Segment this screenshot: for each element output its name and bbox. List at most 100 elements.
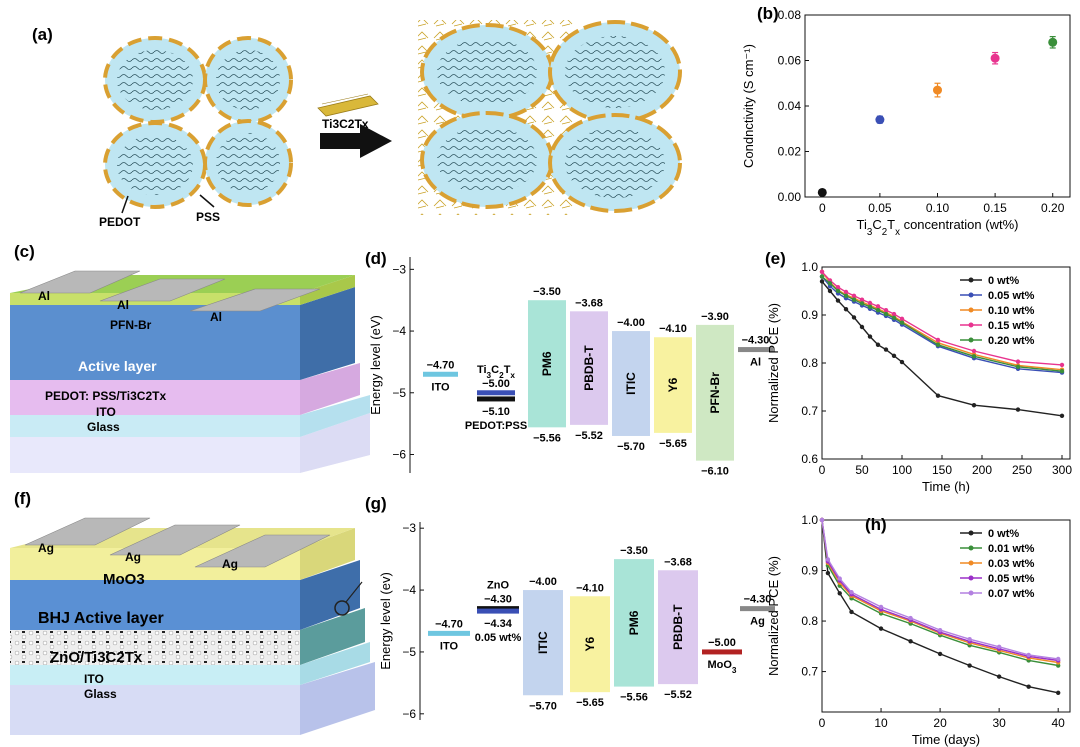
energy-level bbox=[477, 390, 515, 396]
energy-band bbox=[696, 324, 734, 461]
series-marker bbox=[819, 279, 825, 284]
series-marker bbox=[908, 639, 913, 644]
series-marker bbox=[851, 293, 857, 298]
series-marker bbox=[1015, 364, 1021, 370]
series-marker bbox=[859, 324, 865, 330]
series-marker bbox=[825, 557, 831, 562]
level-value: −4.34 bbox=[484, 618, 513, 630]
chart-h: (h) 0 10 20 30 40 0.7 0.8 0.9 1.0 Time (days) Norm… bbox=[766, 513, 1071, 747]
band-name: PM6 bbox=[627, 610, 641, 635]
legend-marker bbox=[968, 292, 974, 298]
legend-label: 0.05 wt% bbox=[988, 573, 1035, 585]
series-marker bbox=[867, 334, 873, 339]
series-marker bbox=[1015, 359, 1021, 364]
x-tick-label: 40 bbox=[1052, 716, 1066, 730]
data-point bbox=[1048, 37, 1058, 47]
y-tick-label: 0.8 bbox=[801, 614, 818, 628]
series-marker bbox=[867, 300, 873, 306]
series-marker bbox=[859, 297, 865, 302]
y-tick-label: 0.06 bbox=[778, 54, 802, 68]
series-marker bbox=[899, 359, 905, 365]
series-marker bbox=[883, 308, 889, 313]
band-homo-label: −5.56 bbox=[533, 432, 561, 444]
legend-label: 0.03 wt% bbox=[988, 558, 1035, 570]
level-name: Ti3C2Tx bbox=[477, 364, 515, 380]
y-axis-label: Normalized PCE (%) bbox=[766, 303, 781, 423]
energy-band bbox=[658, 570, 698, 685]
series-marker bbox=[875, 304, 881, 309]
series-marker bbox=[851, 315, 857, 320]
electrode-label-1: Ag bbox=[38, 541, 54, 555]
y-tick-label: 0.7 bbox=[801, 665, 818, 679]
band-homo-label: −5.65 bbox=[659, 438, 687, 450]
level-value: −4.70 bbox=[427, 359, 455, 371]
layer-label-bhj: BHJ Active layer bbox=[38, 610, 164, 627]
series-marker bbox=[891, 353, 897, 358]
mxene-label: Ti3C2Tx bbox=[322, 117, 369, 131]
electrode-label-3: Al bbox=[210, 310, 222, 324]
band-homo-label: −5.56 bbox=[620, 692, 648, 704]
series-marker bbox=[827, 288, 833, 294]
y-tick-label: −4 bbox=[402, 583, 416, 597]
band-name: PBDB-T bbox=[671, 604, 685, 650]
x-tick-label: 10 bbox=[874, 716, 888, 730]
panel-b-label: (b) bbox=[757, 4, 779, 23]
energy-band bbox=[570, 596, 610, 693]
series-marker bbox=[935, 342, 941, 347]
y-axis-label: Energy level (eV) bbox=[368, 315, 383, 415]
energy-level bbox=[428, 630, 470, 636]
series-marker bbox=[935, 393, 941, 398]
series-marker bbox=[971, 348, 977, 354]
y-tick-label: 0.7 bbox=[801, 404, 818, 418]
series-marker bbox=[899, 320, 905, 325]
band-homo-label: −6.10 bbox=[701, 466, 729, 478]
band-lumo-label: −3.68 bbox=[575, 297, 603, 309]
legend-marker bbox=[968, 575, 974, 581]
series-line bbox=[821, 271, 1063, 366]
series-marker bbox=[859, 301, 865, 306]
layer-label-active: Active layer bbox=[78, 358, 157, 374]
panel-d: (d) −3 −4 −5 −6 Energy level (eV) −4.70 ITO −5.… bbox=[360, 245, 780, 490]
legend-label: 0.07 wt% bbox=[988, 588, 1035, 600]
series-marker bbox=[875, 342, 881, 347]
panel-a-schematic: (a) PEDOT PSS Ti3C2Tx bbox=[32, 20, 682, 229]
legend-marker bbox=[968, 337, 974, 343]
band-homo-label: −5.70 bbox=[529, 700, 557, 712]
x-tick-label: 150 bbox=[932, 463, 952, 477]
plot-frame bbox=[821, 519, 1071, 713]
series-marker bbox=[967, 637, 972, 642]
electrode-label-2: Ag bbox=[125, 550, 141, 564]
y-tick-label: 1.0 bbox=[801, 513, 818, 527]
y-axis-label: Normalized PCE (%) bbox=[766, 556, 781, 676]
x-axis-label: Ti3C2Tx concentration (wt%) bbox=[857, 217, 1019, 238]
energy-level bbox=[740, 606, 775, 612]
series-marker bbox=[891, 315, 897, 321]
chart-e: (e) 0 50 100 150 200 250 300 0.6 0.7 0.8 0.9 1.0 Tim… bbox=[765, 249, 1072, 494]
level-name: ITO bbox=[431, 381, 450, 393]
band-lumo-label: −3.90 bbox=[701, 311, 729, 323]
band-homo-label: −5.70 bbox=[617, 441, 645, 453]
x-tick-label: 0.10 bbox=[926, 201, 950, 215]
series-marker bbox=[937, 651, 943, 657]
y-tick-label: −3 bbox=[402, 521, 416, 535]
series-marker bbox=[937, 627, 943, 633]
layer-label-ito: ITO bbox=[84, 672, 104, 686]
series-marker bbox=[1026, 652, 1031, 658]
panel-h: (h) 0 10 20 30 40 0.7 0.8 0.9 1.0 Time (days) Norm… bbox=[760, 495, 1080, 747]
series-marker bbox=[837, 591, 842, 596]
layer-label-pfnbr: PFN-Br bbox=[110, 318, 152, 332]
band-name: PBDB-T bbox=[582, 345, 596, 391]
pedot-grains-after bbox=[418, 20, 682, 215]
energy-band bbox=[570, 311, 608, 425]
band-lumo-label: −4.00 bbox=[617, 317, 645, 329]
y-tick-label: −5 bbox=[392, 386, 406, 400]
electrode-label-3: Ag bbox=[222, 557, 238, 571]
pedot-grains-before bbox=[103, 36, 293, 209]
level-value: −4.30 bbox=[742, 335, 770, 347]
y-tick-label: 0.00 bbox=[778, 190, 802, 204]
x-tick-label: 0 bbox=[819, 716, 826, 730]
energy-band bbox=[612, 331, 650, 436]
data-point bbox=[933, 85, 942, 95]
band-name: ITIC bbox=[536, 631, 550, 654]
electrode-label-1: Al bbox=[38, 289, 50, 303]
